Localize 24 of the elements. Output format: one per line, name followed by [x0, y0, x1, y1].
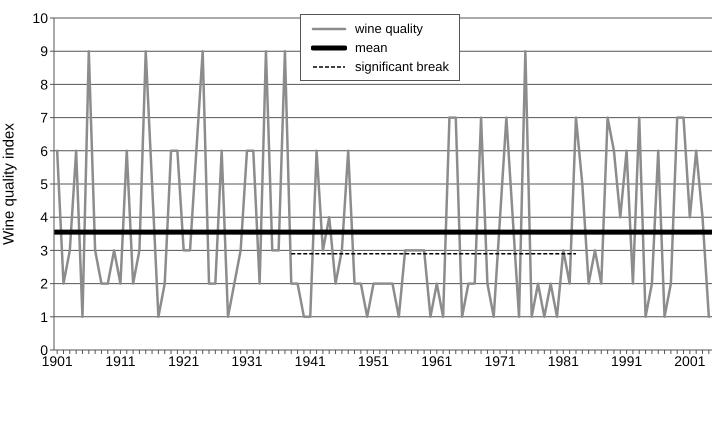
x-tick-label: 1951: [358, 352, 390, 369]
y-tick-label: 2: [40, 276, 48, 292]
x-tick-label: 2001: [674, 352, 706, 369]
x-tick-label: 1991: [611, 352, 642, 369]
y-tick-label: 7: [40, 110, 48, 126]
y-tick-label: 1: [40, 308, 48, 325]
y-tick-label: 3: [40, 242, 48, 258]
y-tick-label: 10: [32, 10, 48, 26]
legend-label: wine quality: [355, 21, 423, 36]
x-tick-label: 1911: [105, 352, 136, 369]
x-tick-label: 1971: [484, 352, 516, 369]
y-tick-label: 6: [40, 142, 48, 159]
y-tick-label: 4: [40, 209, 48, 226]
legend-label: mean: [355, 40, 388, 55]
x-tick-label: 1931: [231, 352, 263, 369]
legend-label: significant break: [355, 59, 449, 74]
y-tick-label: 5: [40, 176, 48, 192]
y-tick-label: 8: [40, 76, 48, 92]
x-tick-label: 1961: [421, 352, 453, 369]
x-tick-label: 1921: [168, 352, 200, 369]
y-tick-label: 9: [40, 43, 48, 60]
x-tick-label: 1941: [294, 352, 326, 369]
x-tick-label: 1981: [548, 352, 580, 369]
y-axis-title: Wine quality index: [0, 122, 18, 245]
